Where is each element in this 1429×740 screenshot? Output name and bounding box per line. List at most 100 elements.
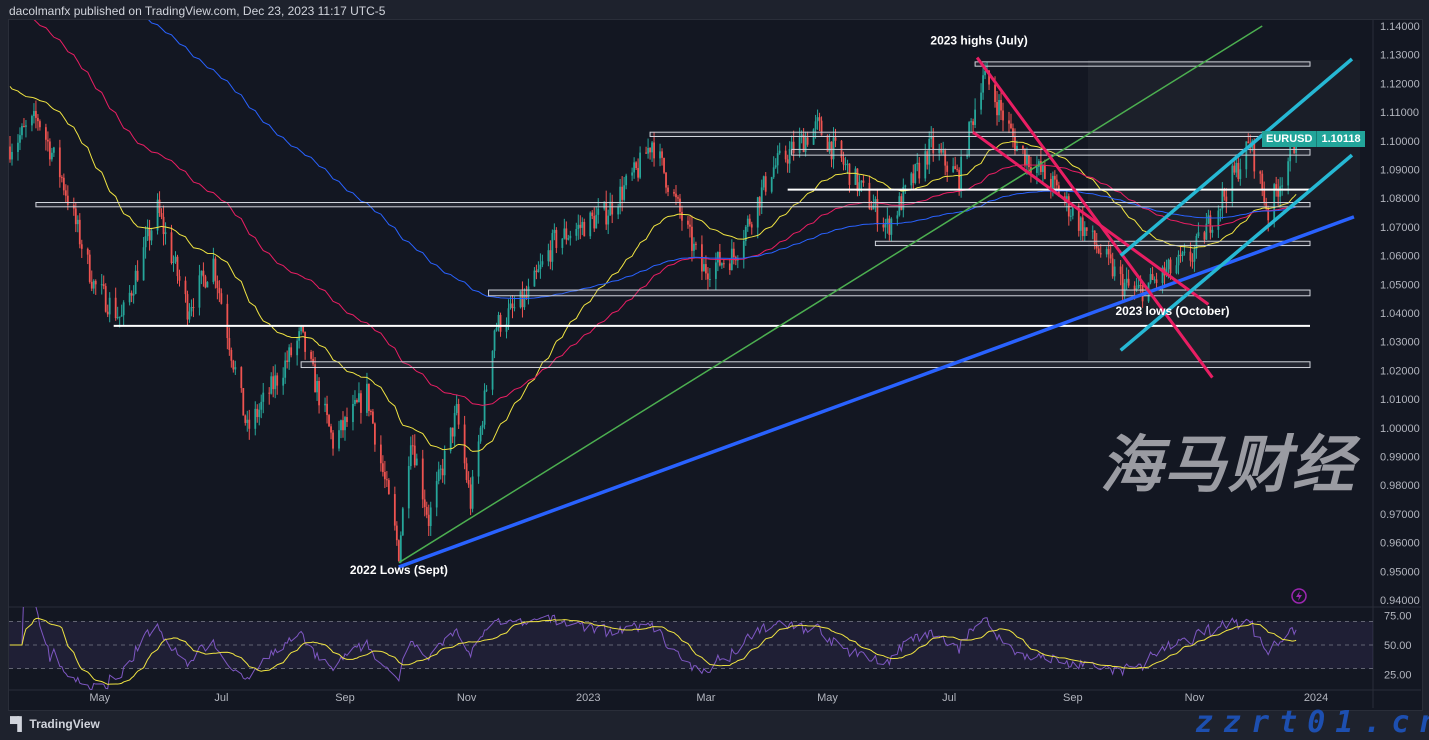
candle-body (33, 111, 35, 117)
candle-body (884, 223, 887, 228)
candle-body (519, 291, 522, 308)
candle-body (272, 376, 275, 390)
candle-body (1189, 251, 1192, 261)
time-tick-label: Mar (696, 692, 715, 704)
candle-body (298, 331, 301, 341)
candle-body (421, 458, 424, 500)
candle-body (1028, 155, 1030, 168)
symbol-label: EURUSD (1262, 131, 1317, 147)
candle-body (467, 480, 470, 485)
candle-body (262, 392, 265, 402)
candle-body (1053, 175, 1056, 180)
watermark-url: zzrt01.cn (1195, 705, 1429, 740)
candle-body (679, 198, 681, 212)
candle-body (820, 120, 823, 136)
ma-50-line (9, 86, 1297, 452)
candle-body (370, 411, 372, 413)
price-tick-label: 0.95000 (1380, 566, 1420, 578)
candle-body (62, 177, 65, 191)
candle-body (1039, 161, 1042, 173)
time-tick-label: 2023 (576, 692, 600, 704)
candle-body (1175, 265, 1178, 274)
rsi-ma-line (10, 617, 1297, 685)
candle-body (896, 215, 899, 219)
candle-body (603, 201, 606, 209)
candle-body (1049, 178, 1052, 191)
candle-body (407, 466, 410, 509)
tradingview-logo[interactable]: ▀▌ TradingView (10, 716, 100, 731)
candle-body (212, 258, 215, 283)
candle-body (814, 121, 817, 130)
candle-body (202, 270, 205, 277)
candle-body (318, 380, 320, 406)
candle-body (19, 135, 21, 143)
candle-body (760, 187, 763, 208)
candle-body (66, 195, 69, 205)
candle-body (316, 380, 318, 393)
candle-body (898, 196, 901, 216)
candle-body (1051, 175, 1054, 191)
candle-body (1151, 274, 1154, 280)
time-tick-label: May (817, 692, 838, 704)
candle-body (1135, 288, 1138, 290)
candle-body (563, 228, 566, 239)
candle-body (1107, 248, 1110, 255)
candle-body (206, 282, 209, 288)
candle-body (1277, 189, 1280, 197)
candle-body (108, 297, 111, 315)
candle-body (677, 197, 679, 199)
candle-body (617, 207, 620, 215)
candle-body (1259, 171, 1262, 174)
candle-body (651, 142, 653, 153)
candle-body (1041, 165, 1044, 173)
last-price-tag: EURUSD 1.10118 (1262, 131, 1365, 147)
candle-body (970, 121, 973, 123)
ma-200-line (148, 20, 1297, 299)
candle-body (942, 150, 945, 153)
price-tick-label: 1.12000 (1380, 78, 1420, 90)
candle-body (1207, 215, 1210, 224)
candle-body (728, 263, 731, 270)
candle-body (581, 221, 584, 228)
candle-body (11, 151, 13, 160)
candle-body (958, 169, 961, 191)
candle-body (491, 350, 494, 390)
candle-body (1125, 278, 1128, 283)
candle-body (784, 150, 787, 160)
candle-body (912, 173, 915, 183)
candle-body (50, 152, 53, 160)
candle-body (1149, 274, 1152, 283)
candle-body (246, 419, 249, 423)
candle-body (379, 444, 382, 464)
candle-body (800, 134, 803, 138)
time-tick-label: Sep (335, 692, 355, 704)
candle-body (1223, 190, 1226, 197)
candle-body (383, 472, 386, 480)
candle-body (352, 403, 354, 423)
time-tick-label: Nov (1185, 692, 1205, 704)
candle-body (980, 92, 982, 110)
candle-body (64, 190, 67, 196)
candle-body (748, 218, 751, 225)
candle-body (338, 430, 340, 449)
candle-body (23, 126, 25, 128)
candle-body (804, 137, 807, 153)
candle-body (116, 317, 119, 319)
candle-body (451, 427, 454, 437)
candle-body (296, 340, 299, 356)
candle-body (693, 243, 695, 251)
time-tick-label: 2024 (1304, 692, 1328, 704)
candle-body (102, 284, 105, 287)
candle-body (164, 232, 167, 235)
candle-body (673, 191, 675, 194)
candle-body (1265, 202, 1268, 209)
candle-body (1002, 110, 1004, 121)
candle-body (549, 250, 552, 262)
candle-body (1195, 236, 1198, 250)
trendline-pink-upper (975, 56, 1214, 379)
candle-body (429, 507, 432, 527)
candle-body (342, 420, 344, 431)
candle-body (691, 226, 693, 251)
candle-body (716, 251, 719, 263)
